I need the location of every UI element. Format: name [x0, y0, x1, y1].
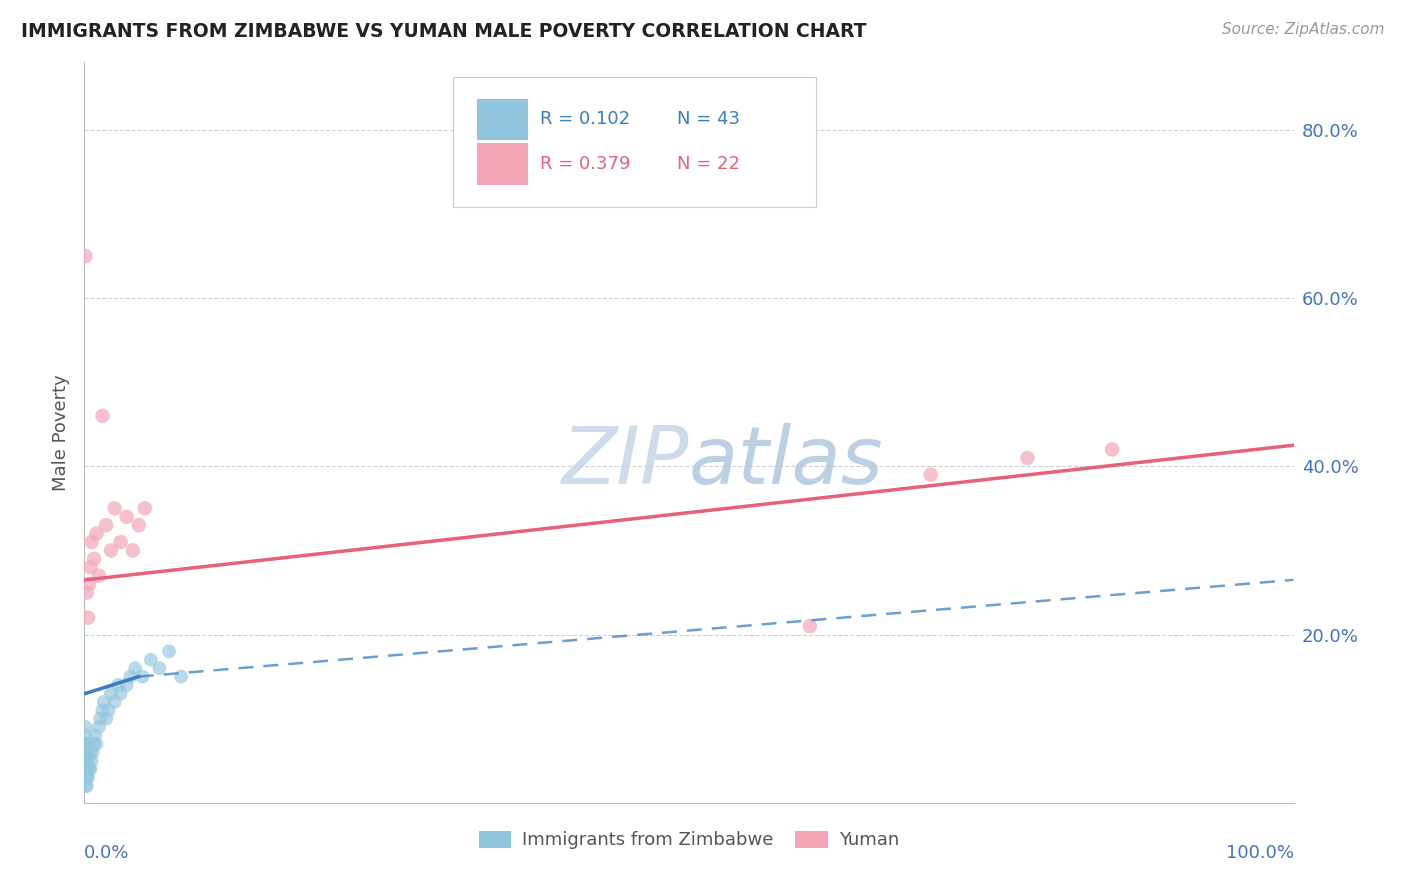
- Point: [100, 686, 122, 700]
- Text: N = 43: N = 43: [676, 111, 740, 128]
- Point: [75, 729, 97, 743]
- Text: 100.0%: 100.0%: [1226, 844, 1294, 862]
- Point: [77, 737, 100, 751]
- Point: [120, 670, 142, 684]
- Point: [76, 745, 98, 759]
- Point: [148, 661, 170, 675]
- Point: [76, 771, 98, 785]
- Point: [76, 762, 98, 776]
- Point: [86, 526, 108, 541]
- Point: [91, 409, 114, 423]
- Point: [157, 644, 180, 658]
- Point: [104, 695, 127, 709]
- FancyBboxPatch shape: [453, 78, 815, 207]
- Point: [87, 568, 110, 582]
- Point: [86, 737, 108, 751]
- Point: [87, 720, 110, 734]
- Point: [920, 467, 942, 482]
- Text: R = 0.379: R = 0.379: [540, 155, 631, 173]
- Point: [89, 712, 111, 726]
- Point: [91, 703, 114, 717]
- Legend: Immigrants from Zimbabwe, Yuman: Immigrants from Zimbabwe, Yuman: [472, 823, 905, 856]
- FancyBboxPatch shape: [478, 143, 529, 185]
- Point: [76, 754, 98, 768]
- Point: [93, 695, 115, 709]
- Point: [1017, 450, 1039, 465]
- Point: [170, 670, 193, 684]
- Point: [115, 678, 138, 692]
- Point: [134, 501, 156, 516]
- Point: [124, 661, 146, 675]
- Point: [75, 249, 97, 263]
- Point: [75, 720, 97, 734]
- Text: 0.0%: 0.0%: [84, 844, 129, 862]
- Point: [104, 501, 127, 516]
- Point: [799, 619, 821, 633]
- Point: [139, 653, 162, 667]
- Point: [80, 535, 103, 549]
- Point: [77, 577, 100, 591]
- Point: [82, 745, 104, 759]
- Point: [76, 585, 98, 599]
- Point: [75, 762, 97, 776]
- Point: [75, 737, 97, 751]
- Text: atlas: atlas: [689, 423, 884, 501]
- Point: [79, 762, 101, 776]
- Point: [83, 551, 105, 566]
- Point: [83, 737, 105, 751]
- Point: [75, 754, 97, 768]
- Point: [1101, 442, 1123, 457]
- Point: [75, 779, 97, 793]
- Point: [79, 745, 101, 759]
- Point: [94, 518, 117, 533]
- Point: [77, 610, 100, 624]
- Point: [75, 771, 97, 785]
- Point: [97, 703, 120, 717]
- Point: [107, 678, 129, 692]
- Text: IMMIGRANTS FROM ZIMBABWE VS YUMAN MALE POVERTY CORRELATION CHART: IMMIGRANTS FROM ZIMBABWE VS YUMAN MALE P…: [21, 22, 866, 41]
- Point: [76, 737, 98, 751]
- Point: [77, 762, 100, 776]
- Point: [84, 729, 107, 743]
- Point: [121, 543, 143, 558]
- Text: N = 22: N = 22: [676, 155, 740, 173]
- Point: [94, 712, 117, 726]
- Point: [75, 745, 97, 759]
- Point: [115, 509, 138, 524]
- Point: [128, 518, 150, 533]
- Text: ZIP: ZIP: [561, 423, 689, 501]
- Point: [110, 535, 132, 549]
- Text: Source: ZipAtlas.com: Source: ZipAtlas.com: [1222, 22, 1385, 37]
- Point: [131, 670, 153, 684]
- Point: [100, 543, 122, 558]
- FancyBboxPatch shape: [478, 99, 529, 140]
- Y-axis label: Male Poverty: Male Poverty: [52, 375, 70, 491]
- Point: [77, 771, 100, 785]
- Point: [110, 686, 132, 700]
- Point: [77, 754, 100, 768]
- Text: R = 0.102: R = 0.102: [540, 111, 630, 128]
- Point: [79, 560, 101, 574]
- Point: [80, 754, 103, 768]
- Point: [76, 779, 98, 793]
